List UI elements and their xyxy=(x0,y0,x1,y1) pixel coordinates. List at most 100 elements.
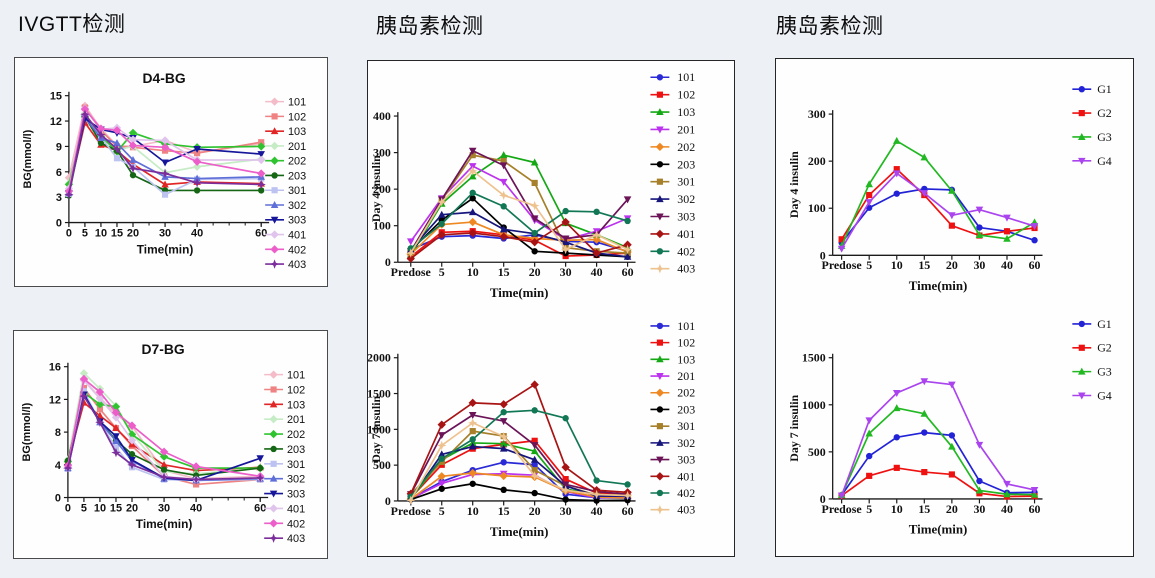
svg-text:203: 203 xyxy=(677,157,695,171)
svg-text:101: 101 xyxy=(677,319,695,333)
svg-text:5: 5 xyxy=(82,227,88,239)
legend-item-402: 402 xyxy=(650,244,695,258)
svg-text:15: 15 xyxy=(918,502,930,516)
legend-item-102: 102 xyxy=(265,111,306,123)
svg-text:102: 102 xyxy=(677,336,695,350)
legend-item-102: 102 xyxy=(650,336,695,350)
svg-text:G3: G3 xyxy=(1097,365,1112,379)
svg-text:0: 0 xyxy=(385,255,391,269)
svg-text:8: 8 xyxy=(55,427,61,439)
svg-text:Day 4 insulin: Day 4 insulin xyxy=(369,155,383,222)
svg-text:301: 301 xyxy=(287,459,305,471)
series-G4 xyxy=(837,378,1039,500)
legend-item-101: 101 xyxy=(650,70,695,84)
svg-text:1000: 1000 xyxy=(368,422,391,436)
svg-text:15: 15 xyxy=(50,91,62,103)
panel-d7-bg-chart: 0 4 8 12 16 0 5 10 15 20 30 40 60 D7-BG Time(min) BG(mm… xyxy=(13,330,328,559)
legend-day4-insulin-groups: G1 G2 G3 G4 xyxy=(1072,82,1112,168)
svg-text:Time(min): Time(min) xyxy=(909,278,968,293)
svg-text:201: 201 xyxy=(677,369,695,383)
svg-text:0: 0 xyxy=(65,502,71,514)
legend-day7-insulin-groups: G1 G2 G3 G4 xyxy=(1072,317,1112,402)
legend-item-401: 401 xyxy=(650,469,695,483)
legend-day7-insulin: 101 102 103 201 202 203 301 302 303 401 402 403 xyxy=(650,319,695,517)
svg-text:103: 103 xyxy=(287,399,305,411)
svg-text:D4-BG: D4-BG xyxy=(142,70,185,86)
panel-insulin-animals-charts: 0 100 200 300 400 Predose 5 10 15 20 30 40 60 Time(mi… xyxy=(367,60,735,557)
svg-text:12: 12 xyxy=(49,394,61,406)
svg-text:9: 9 xyxy=(56,141,62,153)
svg-text:202: 202 xyxy=(677,140,695,154)
svg-text:Day 7 insulin: Day 7 insulin xyxy=(787,394,801,461)
svg-text:103: 103 xyxy=(677,105,695,119)
legend-item-403: 403 xyxy=(264,533,305,545)
svg-text:101: 101 xyxy=(677,70,695,84)
svg-text:203: 203 xyxy=(287,444,305,456)
svg-text:101: 101 xyxy=(287,370,305,382)
svg-text:Predose: Predose xyxy=(391,504,431,518)
svg-text:BG(mmol/l): BG(mmol/l) xyxy=(22,129,34,188)
svg-text:5: 5 xyxy=(439,265,445,279)
svg-text:Time(min): Time(min) xyxy=(490,524,549,539)
svg-text:0: 0 xyxy=(820,248,826,262)
svg-text:40: 40 xyxy=(1001,258,1013,272)
svg-text:15: 15 xyxy=(110,502,122,514)
svg-text:15: 15 xyxy=(498,504,510,518)
legend-item-203: 203 xyxy=(650,402,695,416)
svg-text:Day 7 insulin: Day 7 insulin xyxy=(369,396,383,463)
svg-text:G1: G1 xyxy=(1097,82,1112,96)
svg-text:40: 40 xyxy=(1001,502,1013,516)
svg-text:0: 0 xyxy=(820,492,826,506)
svg-text:0: 0 xyxy=(385,494,391,508)
legend-item-202: 202 xyxy=(650,140,695,154)
legend-item-103: 103 xyxy=(650,352,695,366)
legend-d7-bg: 101 102 103 201 202 203 301 302 303 401 402 403 xyxy=(264,370,305,545)
svg-text:100: 100 xyxy=(373,219,391,233)
svg-text:303: 303 xyxy=(288,215,306,227)
svg-text:102: 102 xyxy=(287,384,305,396)
series-403 xyxy=(63,391,265,485)
svg-text:20: 20 xyxy=(946,258,958,272)
legend-item-202: 202 xyxy=(264,429,305,441)
legend-item-303: 303 xyxy=(650,453,695,467)
svg-text:30: 30 xyxy=(560,504,572,518)
legend-item-G1: G1 xyxy=(1072,317,1112,331)
legend-item-103: 103 xyxy=(650,105,695,119)
legend-item-202: 202 xyxy=(650,386,695,400)
svg-text:302: 302 xyxy=(287,474,305,486)
svg-text:100: 100 xyxy=(808,201,826,215)
svg-text:60: 60 xyxy=(622,265,634,279)
legend-item-102: 102 xyxy=(264,384,305,396)
svg-text:10: 10 xyxy=(467,265,479,279)
svg-text:60: 60 xyxy=(622,504,634,518)
legend-item-403: 403 xyxy=(650,262,695,276)
svg-text:40: 40 xyxy=(591,265,603,279)
svg-text:1000: 1000 xyxy=(802,398,826,412)
svg-text:30: 30 xyxy=(159,227,171,239)
legend-item-401: 401 xyxy=(650,227,695,241)
svg-text:103: 103 xyxy=(288,126,306,138)
svg-text:301: 301 xyxy=(288,185,306,197)
svg-text:5: 5 xyxy=(81,502,87,514)
legend-item-G3: G3 xyxy=(1072,130,1112,144)
svg-text:101: 101 xyxy=(288,97,306,109)
svg-text:0: 0 xyxy=(66,227,72,239)
svg-text:G4: G4 xyxy=(1097,388,1112,402)
svg-text:60: 60 xyxy=(1029,258,1041,272)
series-403 xyxy=(406,418,633,505)
legend-item-401: 401 xyxy=(264,503,305,515)
svg-text:10: 10 xyxy=(891,502,903,516)
series-403 xyxy=(406,166,633,258)
svg-text:G2: G2 xyxy=(1097,341,1112,355)
svg-text:5: 5 xyxy=(439,504,445,518)
legend-item-101: 101 xyxy=(650,319,695,333)
svg-text:403: 403 xyxy=(677,262,695,276)
svg-text:403: 403 xyxy=(677,503,695,517)
svg-text:20: 20 xyxy=(126,502,138,514)
svg-text:401: 401 xyxy=(677,227,695,241)
svg-text:12: 12 xyxy=(50,116,62,128)
legend-item-402: 402 xyxy=(265,244,306,256)
